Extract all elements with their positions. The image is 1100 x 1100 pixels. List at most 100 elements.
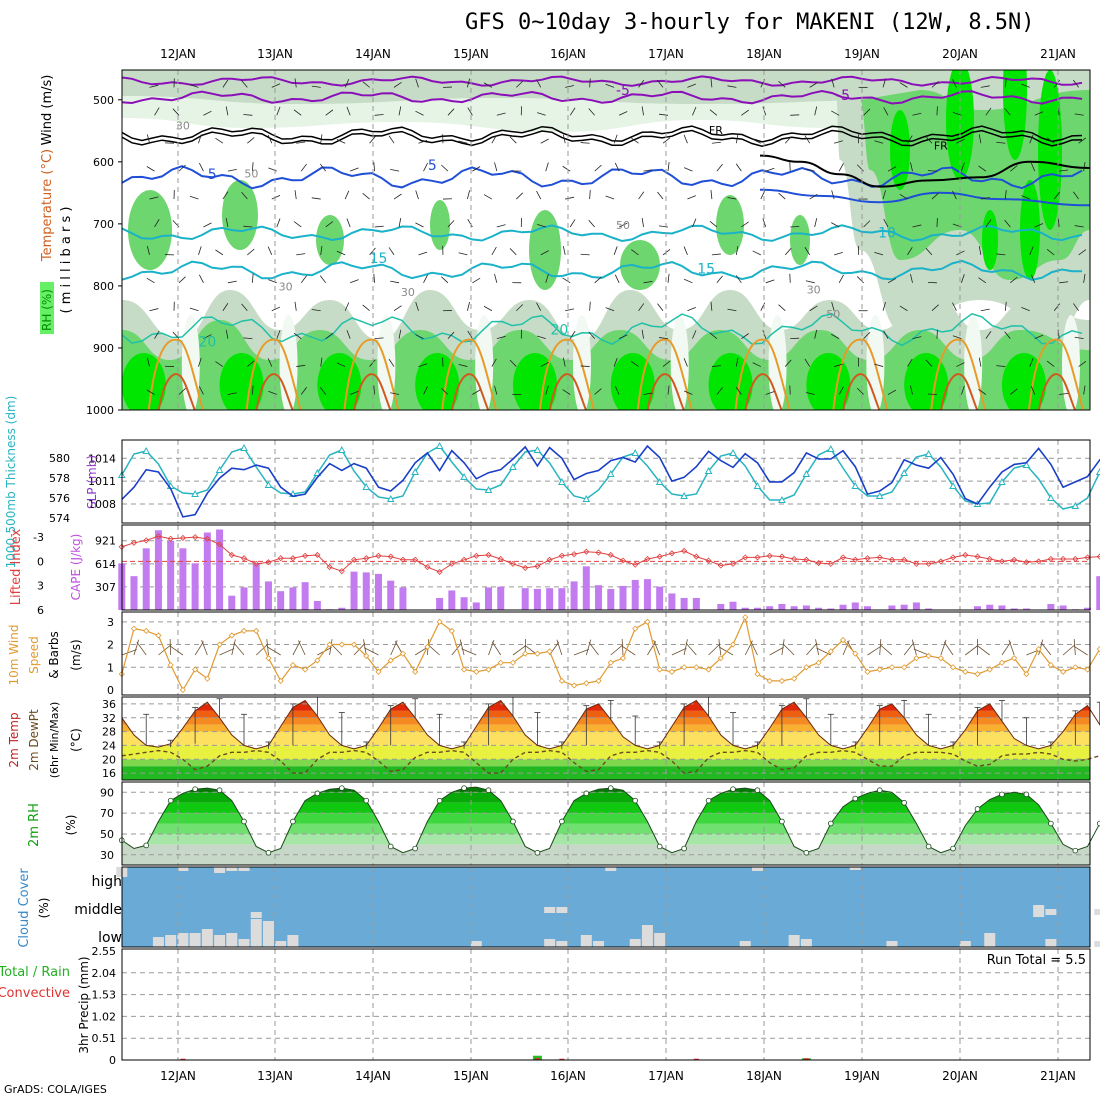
lifted-index-ytick-2: 3 <box>37 580 44 593</box>
upper-wind-barb <box>562 134 566 144</box>
upper-wind-barb <box>154 330 160 339</box>
upper-wind-barb <box>569 219 576 228</box>
wind10m-barb <box>750 640 758 656</box>
cape-bar <box>228 595 236 610</box>
upper-wind-barb <box>346 218 351 228</box>
upper-wind-barb <box>374 225 384 228</box>
upper-wind-barb <box>762 218 767 228</box>
rh-axis-label: 2m RH <box>27 803 42 847</box>
upper-wind-barb <box>643 169 653 172</box>
rh-2m-point <box>607 785 614 791</box>
rh-2m-point <box>265 849 272 856</box>
rh-2m-point <box>876 787 883 794</box>
upper-wind-barb <box>925 359 933 367</box>
cloud-clear-segment <box>262 921 274 947</box>
upper-wind-barb <box>765 167 775 172</box>
thickness-ytick-2: 578 <box>49 472 70 485</box>
wind10m-point <box>534 650 541 657</box>
rh-2m-point <box>534 849 541 856</box>
rh-band-2 <box>122 823 1090 834</box>
upper-wind-barb <box>978 165 987 172</box>
cloud-clear-segment <box>238 867 250 871</box>
upper-wind-barb <box>441 388 449 395</box>
isotherm-25-hump-2 <box>343 338 400 410</box>
upper-wind-barb <box>588 331 595 339</box>
upper-wind-barb <box>735 386 742 395</box>
upper-wind-barb <box>980 197 990 200</box>
wind10m-barb <box>913 648 929 656</box>
wind10m-barb <box>781 639 785 656</box>
cape-bar <box>656 586 664 610</box>
cloud-clear-segment <box>641 925 653 947</box>
wind10m-point <box>1011 655 1018 662</box>
upper-wind-barb <box>765 391 775 395</box>
isotherm-5 <box>122 165 1083 190</box>
lifted-index-point <box>1047 555 1054 563</box>
precip-ytick-3: 1.53 <box>92 989 117 1002</box>
lifted-index-point <box>326 564 333 571</box>
upper-wind-barb <box>684 278 693 284</box>
wind10m-point <box>179 686 186 694</box>
wind10m-barb <box>1038 639 1044 656</box>
upper-wind-barb <box>467 78 470 88</box>
upper-wind-barb <box>1083 385 1086 395</box>
wind10m-barb <box>233 642 245 656</box>
date-label-bottom-1: 13JAN <box>257 1069 293 1083</box>
rh-ytick-3: 90 <box>100 786 114 799</box>
upper-wind-barb <box>741 221 749 228</box>
upper-wind-barb <box>296 141 306 144</box>
cape-bar <box>472 602 480 610</box>
upper-wind-barb <box>874 252 884 256</box>
wind10m-point <box>497 659 504 666</box>
thickness-point <box>631 448 640 456</box>
rh-region-lower-bright-2 <box>317 353 362 410</box>
upper-wind-barb <box>804 247 811 256</box>
isotherm-25-hump-7 <box>832 338 889 410</box>
thickness-point <box>1022 460 1031 468</box>
cape-bar <box>595 585 603 610</box>
rh-band-0 <box>122 844 1090 865</box>
upper-wind-barb <box>614 162 620 172</box>
rh-2m-point <box>730 786 736 792</box>
lifted-index-point <box>1060 555 1067 563</box>
rh-region-right-bright-4 <box>982 210 998 270</box>
upper-wind-barb <box>320 245 323 255</box>
wind10m-barb <box>556 639 563 656</box>
precip-label-convective: Convective <box>0 986 70 1001</box>
upper-wind-barb <box>1004 190 1007 200</box>
upper-wind-barb <box>293 221 302 228</box>
wind10m-barb <box>867 645 882 656</box>
upper-wind-barb <box>447 331 455 339</box>
temp-panel-frame <box>121 696 1091 781</box>
upper-wind-barb <box>912 112 922 116</box>
wind10m-point <box>253 627 260 634</box>
wind10m-point <box>1084 666 1091 673</box>
wind10m-point <box>265 655 272 662</box>
upper-wind-barb <box>243 225 253 228</box>
upper-wind-barb <box>1059 392 1069 395</box>
thickness-point <box>900 468 909 476</box>
rh-2m-point <box>387 843 394 850</box>
thickness-point <box>484 485 493 493</box>
isotherm-minus5 <box>122 89 1083 105</box>
upper-wind-barb <box>1030 386 1036 395</box>
wind10m-barb <box>292 640 301 656</box>
cape-bar <box>888 605 896 610</box>
upper-wind-barb <box>415 334 424 340</box>
thickness-point <box>411 467 420 475</box>
upper-wind-barb <box>294 190 297 200</box>
thickness-axis-label: 1000-500mb Thickness (dm) <box>4 396 18 569</box>
upper-wind-barb <box>373 385 375 395</box>
upper-wind-barb <box>961 162 965 172</box>
upper-wind-barb <box>1010 276 1018 284</box>
upper-wind-barb <box>241 303 248 311</box>
isotherm-30-hump-8 <box>940 373 979 410</box>
upper-wind-barb <box>172 108 180 116</box>
upper-wind-barb <box>393 82 402 88</box>
upper-wind-barb <box>418 251 428 256</box>
upper-wind-barb <box>1073 303 1079 311</box>
upper-air-ytick-0: 500 <box>93 94 114 107</box>
upper-wind-barb <box>735 275 742 284</box>
wind10m-barb <box>1008 639 1015 656</box>
lifted-index-point <box>387 553 394 560</box>
